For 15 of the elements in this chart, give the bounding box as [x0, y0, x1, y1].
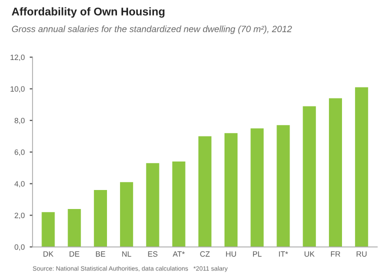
bar — [68, 208, 81, 247]
bar — [120, 182, 134, 247]
bar — [328, 98, 342, 247]
bar — [94, 190, 107, 247]
chart-subtitle: Gross annual salaries for the standardized new dwelling (70 m²), 2012 — [12, 26, 292, 34]
bar — [224, 133, 238, 247]
bar — [198, 136, 212, 247]
chart-title: Affordability of Own Housing — [12, 7, 164, 18]
bar — [355, 87, 368, 247]
bar — [172, 162, 186, 247]
bar — [250, 128, 264, 247]
bar — [302, 106, 316, 247]
bar — [42, 212, 55, 247]
bar — [276, 125, 290, 247]
bar — [146, 163, 160, 247]
